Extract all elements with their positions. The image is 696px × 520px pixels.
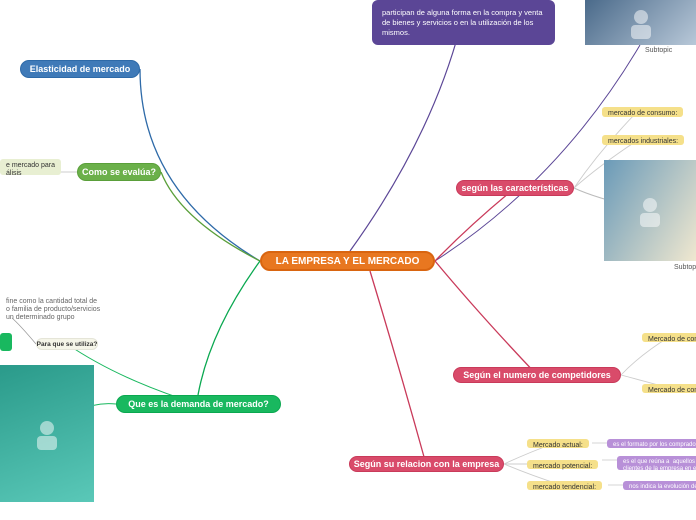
- leaf-caracteristicas-1[interactable]: mercados industriales:: [602, 135, 684, 145]
- img2-caption: Subtopic: [674, 264, 696, 271]
- leaf-caracteristicas-0[interactable]: mercado de consumo:: [602, 107, 683, 117]
- leaf-para-que-1[interactable]: [0, 333, 12, 351]
- branch-demanda[interactable]: Que es la demanda de mercado?: [116, 395, 281, 413]
- center-node[interactable]: LA EMPRESA Y EL MERCADO: [260, 251, 435, 271]
- branch-caracteristicas[interactable]: según las características: [456, 180, 574, 196]
- branch-competidores[interactable]: Según el numero de competidores: [453, 367, 621, 383]
- leaf-relacion-1[interactable]: mercado potencial:: [527, 460, 598, 469]
- image-network: [604, 160, 696, 261]
- branch-como-evalua[interactable]: Como se evalúa?: [77, 163, 161, 181]
- leaf-relacion-0[interactable]: Mercado actual:: [527, 439, 589, 448]
- image-handshake: [585, 0, 696, 45]
- branch-elasticidad[interactable]: Elasticidad de mercado: [20, 60, 140, 78]
- image-analytics: [0, 365, 94, 502]
- img1-caption: Subtopic: [645, 47, 672, 54]
- leaf-competidores-0[interactable]: Mercado de compe: [642, 333, 696, 342]
- branch-para-que[interactable]: Para que se utiliza?: [36, 338, 98, 350]
- sub-relacion-2[interactable]: nos indica la evolución de: [623, 481, 696, 490]
- leaf-para-que-0[interactable]: fine como la cantidad total de o familia…: [0, 295, 106, 317]
- leaf-relacion-2[interactable]: mercado tendencial:: [527, 481, 602, 490]
- top-description: participan de alguna forma en la compra …: [372, 0, 555, 45]
- branch-relacion[interactable]: Según su relacion con la empresa: [349, 456, 504, 472]
- sub-relacion-0[interactable]: es el formato por los comprado: [607, 439, 696, 448]
- leaf-competidores-1[interactable]: Mercado de compe: [642, 384, 696, 393]
- sub-relacion-1[interactable]: es el que reúna a aquellos clientes de l…: [617, 456, 696, 470]
- leaf-como-evalua-0[interactable]: e mercado para álisis: [0, 159, 61, 175]
